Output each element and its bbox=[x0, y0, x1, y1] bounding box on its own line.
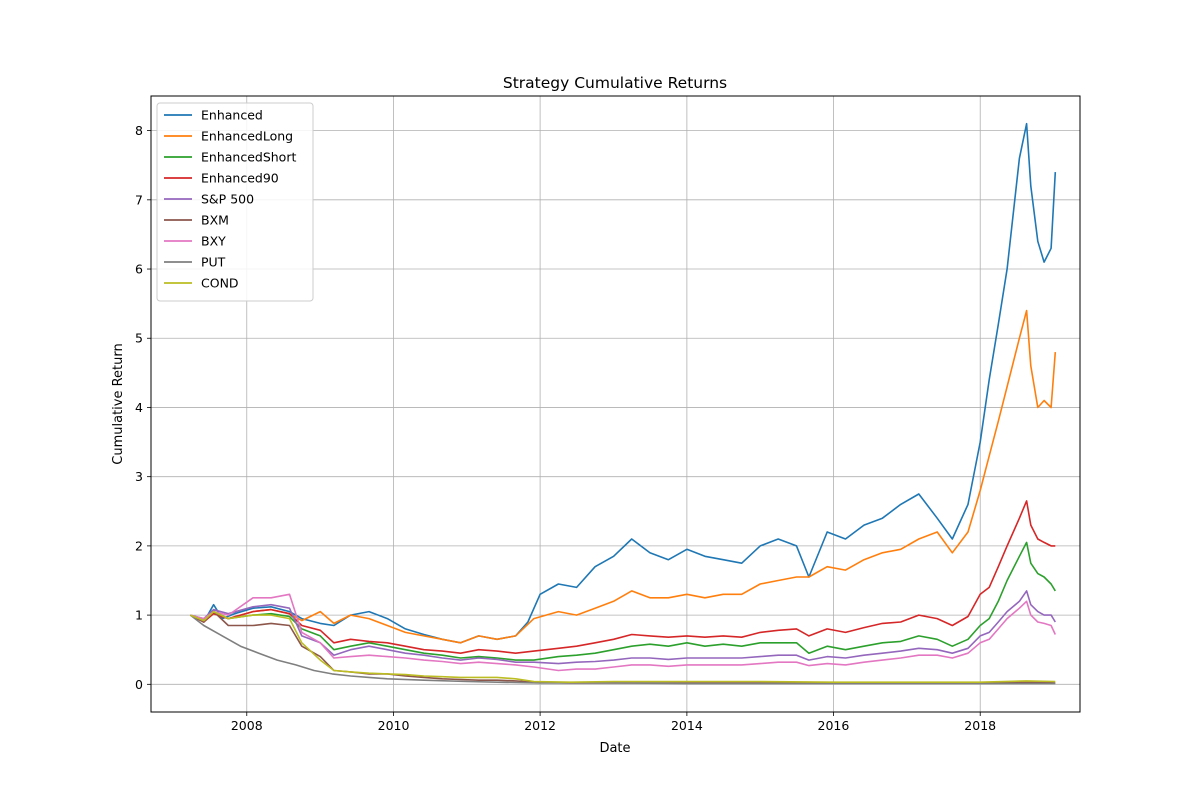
y-axis-label: Cumulative Return bbox=[111, 343, 126, 464]
legend-label: EnhancedShort bbox=[201, 150, 296, 165]
legend-label: Enhanced90 bbox=[201, 171, 279, 186]
x-tick-label: 2010 bbox=[378, 718, 410, 733]
series-line-4 bbox=[190, 590, 1056, 665]
series-line-7 bbox=[189, 614, 1056, 685]
x-tick-label: 2012 bbox=[524, 718, 556, 733]
y-axis: 0 1 2 3 4 5 6 7 8 bbox=[135, 123, 151, 692]
y-tick-label: 6 bbox=[135, 262, 143, 277]
x-axis-label: Date bbox=[599, 741, 630, 756]
x-tick-label: 2016 bbox=[818, 718, 850, 733]
y-tick-label: 3 bbox=[135, 469, 143, 484]
gridlines bbox=[151, 96, 1080, 712]
x-tick-label: 2018 bbox=[964, 718, 996, 733]
series-line-3 bbox=[190, 500, 1056, 654]
series-line-1 bbox=[190, 309, 1057, 644]
legend-label: EnhancedLong bbox=[201, 129, 293, 144]
series-line-0 bbox=[190, 122, 1057, 644]
y-tick-label: 5 bbox=[135, 331, 143, 346]
legend: Enhanced EnhancedLong EnhancedShort Enhance… bbox=[156, 102, 314, 302]
legend-label: COND bbox=[201, 276, 239, 291]
plot-area-frame bbox=[150, 95, 1081, 713]
y-tick-label: 0 bbox=[135, 677, 143, 692]
y-tick-label: 2 bbox=[135, 538, 143, 553]
y-tick-label: 8 bbox=[135, 123, 143, 138]
x-tick-label: 2014 bbox=[671, 718, 703, 733]
x-axis: 2008 2010 2012 2014 2016 2018 bbox=[231, 712, 996, 733]
legend-label: Enhanced bbox=[201, 108, 263, 123]
y-tick-label: 7 bbox=[135, 192, 143, 207]
x-tick-label: 2008 bbox=[231, 718, 263, 733]
legend-label: BXM bbox=[201, 213, 229, 228]
series-line-6 bbox=[190, 593, 1057, 672]
y-tick-label: 4 bbox=[135, 400, 143, 415]
chart-title: Strategy Cumulative Returns bbox=[503, 74, 727, 92]
legend-label: BXY bbox=[201, 234, 226, 249]
series-line-8 bbox=[190, 610, 1056, 683]
legend-box bbox=[156, 102, 314, 302]
legend-label: S&P 500 bbox=[201, 192, 254, 207]
series-line-2 bbox=[190, 541, 1056, 661]
legend-label: PUT bbox=[201, 255, 226, 270]
y-tick-label: 1 bbox=[135, 608, 143, 623]
series-lines bbox=[189, 122, 1057, 685]
